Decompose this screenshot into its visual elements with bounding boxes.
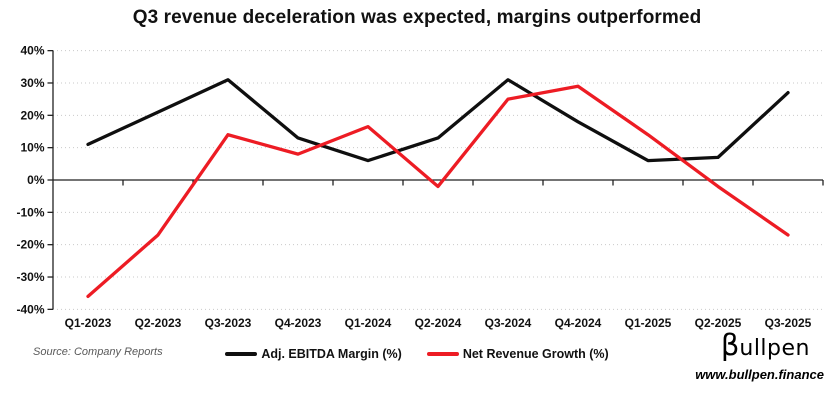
- legend-label-revenue: Net Revenue Growth (%): [462, 347, 609, 361]
- svg-text:30%: 30%: [20, 76, 44, 90]
- svg-text:-30%: -30%: [16, 270, 44, 284]
- svg-text:Q3-2025: Q3-2025: [765, 316, 812, 330]
- legend-item-ebitda: Adj. EBITDA Margin (%): [225, 347, 402, 361]
- source-note: Source: Company Reports: [33, 346, 163, 358]
- legend-label-ebitda: Adj. EBITDA Margin (%): [261, 347, 402, 361]
- svg-text:Q3-2024: Q3-2024: [485, 316, 532, 330]
- svg-text:-40%: -40%: [16, 302, 44, 316]
- ebitda-line-swatch: [225, 352, 258, 356]
- svg-text:Q4-2024: Q4-2024: [555, 316, 602, 330]
- legend-item-revenue: Net Revenue Growth (%): [426, 347, 609, 361]
- beta-glyph: β: [720, 328, 740, 362]
- svg-text:-20%: -20%: [16, 238, 44, 252]
- chart-title: Q3 revenue deceleration was expected, ma…: [132, 7, 702, 28]
- svg-text:Q2-2024: Q2-2024: [415, 316, 462, 330]
- svg-text:20%: 20%: [20, 108, 44, 122]
- svg-text:40%: 40%: [20, 44, 44, 58]
- svg-text:Q1-2025: Q1-2025: [625, 316, 672, 330]
- revenue-line-swatch: [426, 352, 459, 356]
- svg-text:Q4-2023: Q4-2023: [275, 316, 322, 330]
- svg-text:Q2-2025: Q2-2025: [695, 316, 742, 330]
- logo-text: ullpen: [739, 336, 810, 361]
- svg-text:-10%: -10%: [16, 205, 44, 219]
- legend: Adj. EBITDA Margin (%) Net Revenue Growt…: [0, 347, 834, 361]
- svg-text:Q1-2023: Q1-2023: [65, 316, 112, 330]
- svg-text:Q1-2024: Q1-2024: [345, 316, 392, 330]
- svg-text:10%: 10%: [20, 141, 44, 155]
- svg-text:Q2-2023: Q2-2023: [135, 316, 182, 330]
- website-url: www.bullpen.finance: [695, 367, 824, 382]
- svg-text:0%: 0%: [27, 173, 45, 187]
- svg-text:Q3-2023: Q3-2023: [205, 316, 252, 330]
- bullpen-logo: βullpen: [720, 328, 810, 362]
